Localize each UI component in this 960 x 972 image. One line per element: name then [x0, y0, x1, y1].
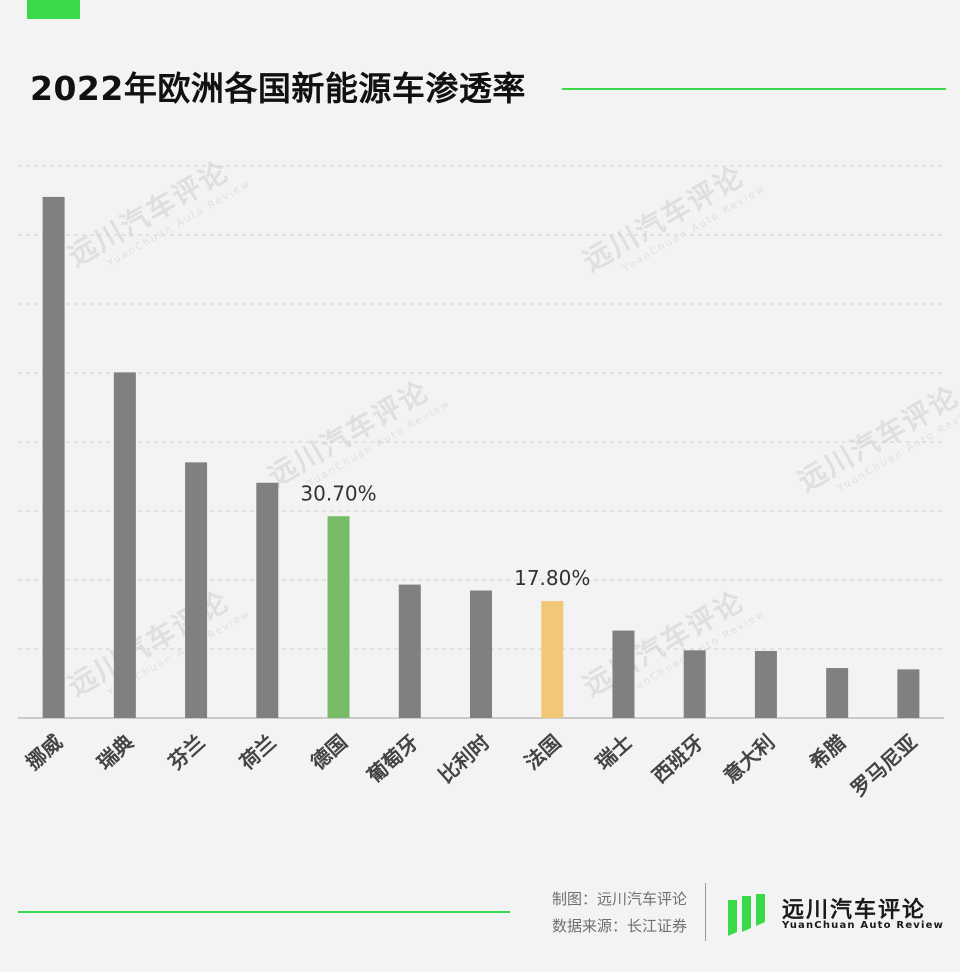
bar-7 [470, 590, 492, 718]
bar-1 [42, 196, 65, 718]
x-tick-label: 葡萄牙 [362, 730, 423, 789]
bar-10 [683, 650, 706, 718]
bar-13 [897, 669, 920, 718]
title-accent-line [562, 88, 946, 90]
top-accent-block [27, 0, 80, 19]
brand-name: 远川汽车评论 [782, 898, 927, 923]
bar-2 [113, 372, 136, 718]
x-tick-label: 瑞典 [92, 730, 138, 775]
data-label: 17.80% [514, 566, 590, 590]
bar-12 [826, 668, 849, 718]
credits: 制图：远川汽车评论 数据来源：长江证券 [552, 886, 687, 940]
x-tick-label: 希腊 [805, 730, 851, 775]
bar-11 [754, 650, 777, 718]
bar-3 [185, 462, 208, 718]
x-tick-label: 挪威 [21, 730, 67, 775]
maker-credit: 制图：远川汽车评论 [551, 890, 687, 908]
x-tick-label: 瑞士 [591, 730, 637, 775]
bar-4 [256, 482, 279, 718]
x-tick-label: 意大利 [719, 730, 780, 788]
x-tick-label: 德国 [306, 730, 352, 775]
data-label: 30.70% [300, 481, 376, 505]
bar-chart: 挪威 瑞典 芬兰 荷兰 30.70% 德国 葡萄牙 比利时 17.80% 法国 瑞士 西班牙 意大利 希腊… [18, 165, 944, 801]
bar-5 [327, 516, 350, 718]
footer-divider [705, 883, 706, 941]
x-tick-label: 芬兰 [164, 730, 210, 775]
source-credit: 数据来源：长江证券 [551, 917, 687, 935]
brand-logo-icon [728, 894, 765, 936]
bar-9 [612, 630, 635, 718]
x-tick-label: 罗马尼亚 [846, 730, 922, 801]
footer-accent-line [18, 911, 510, 913]
x-tick-label: 荷兰 [235, 730, 281, 775]
brand-subtitle: YuanChuan Auto Review [782, 920, 945, 931]
bar-8 [541, 601, 564, 718]
chart-title: 2022年欧洲各国新能源车渗透率 [30, 69, 526, 108]
x-tick-label: 比利时 [434, 730, 495, 788]
x-tick-label: 法国 [520, 730, 566, 775]
x-tick-label: 西班牙 [647, 730, 708, 788]
bar-6 [398, 584, 421, 718]
